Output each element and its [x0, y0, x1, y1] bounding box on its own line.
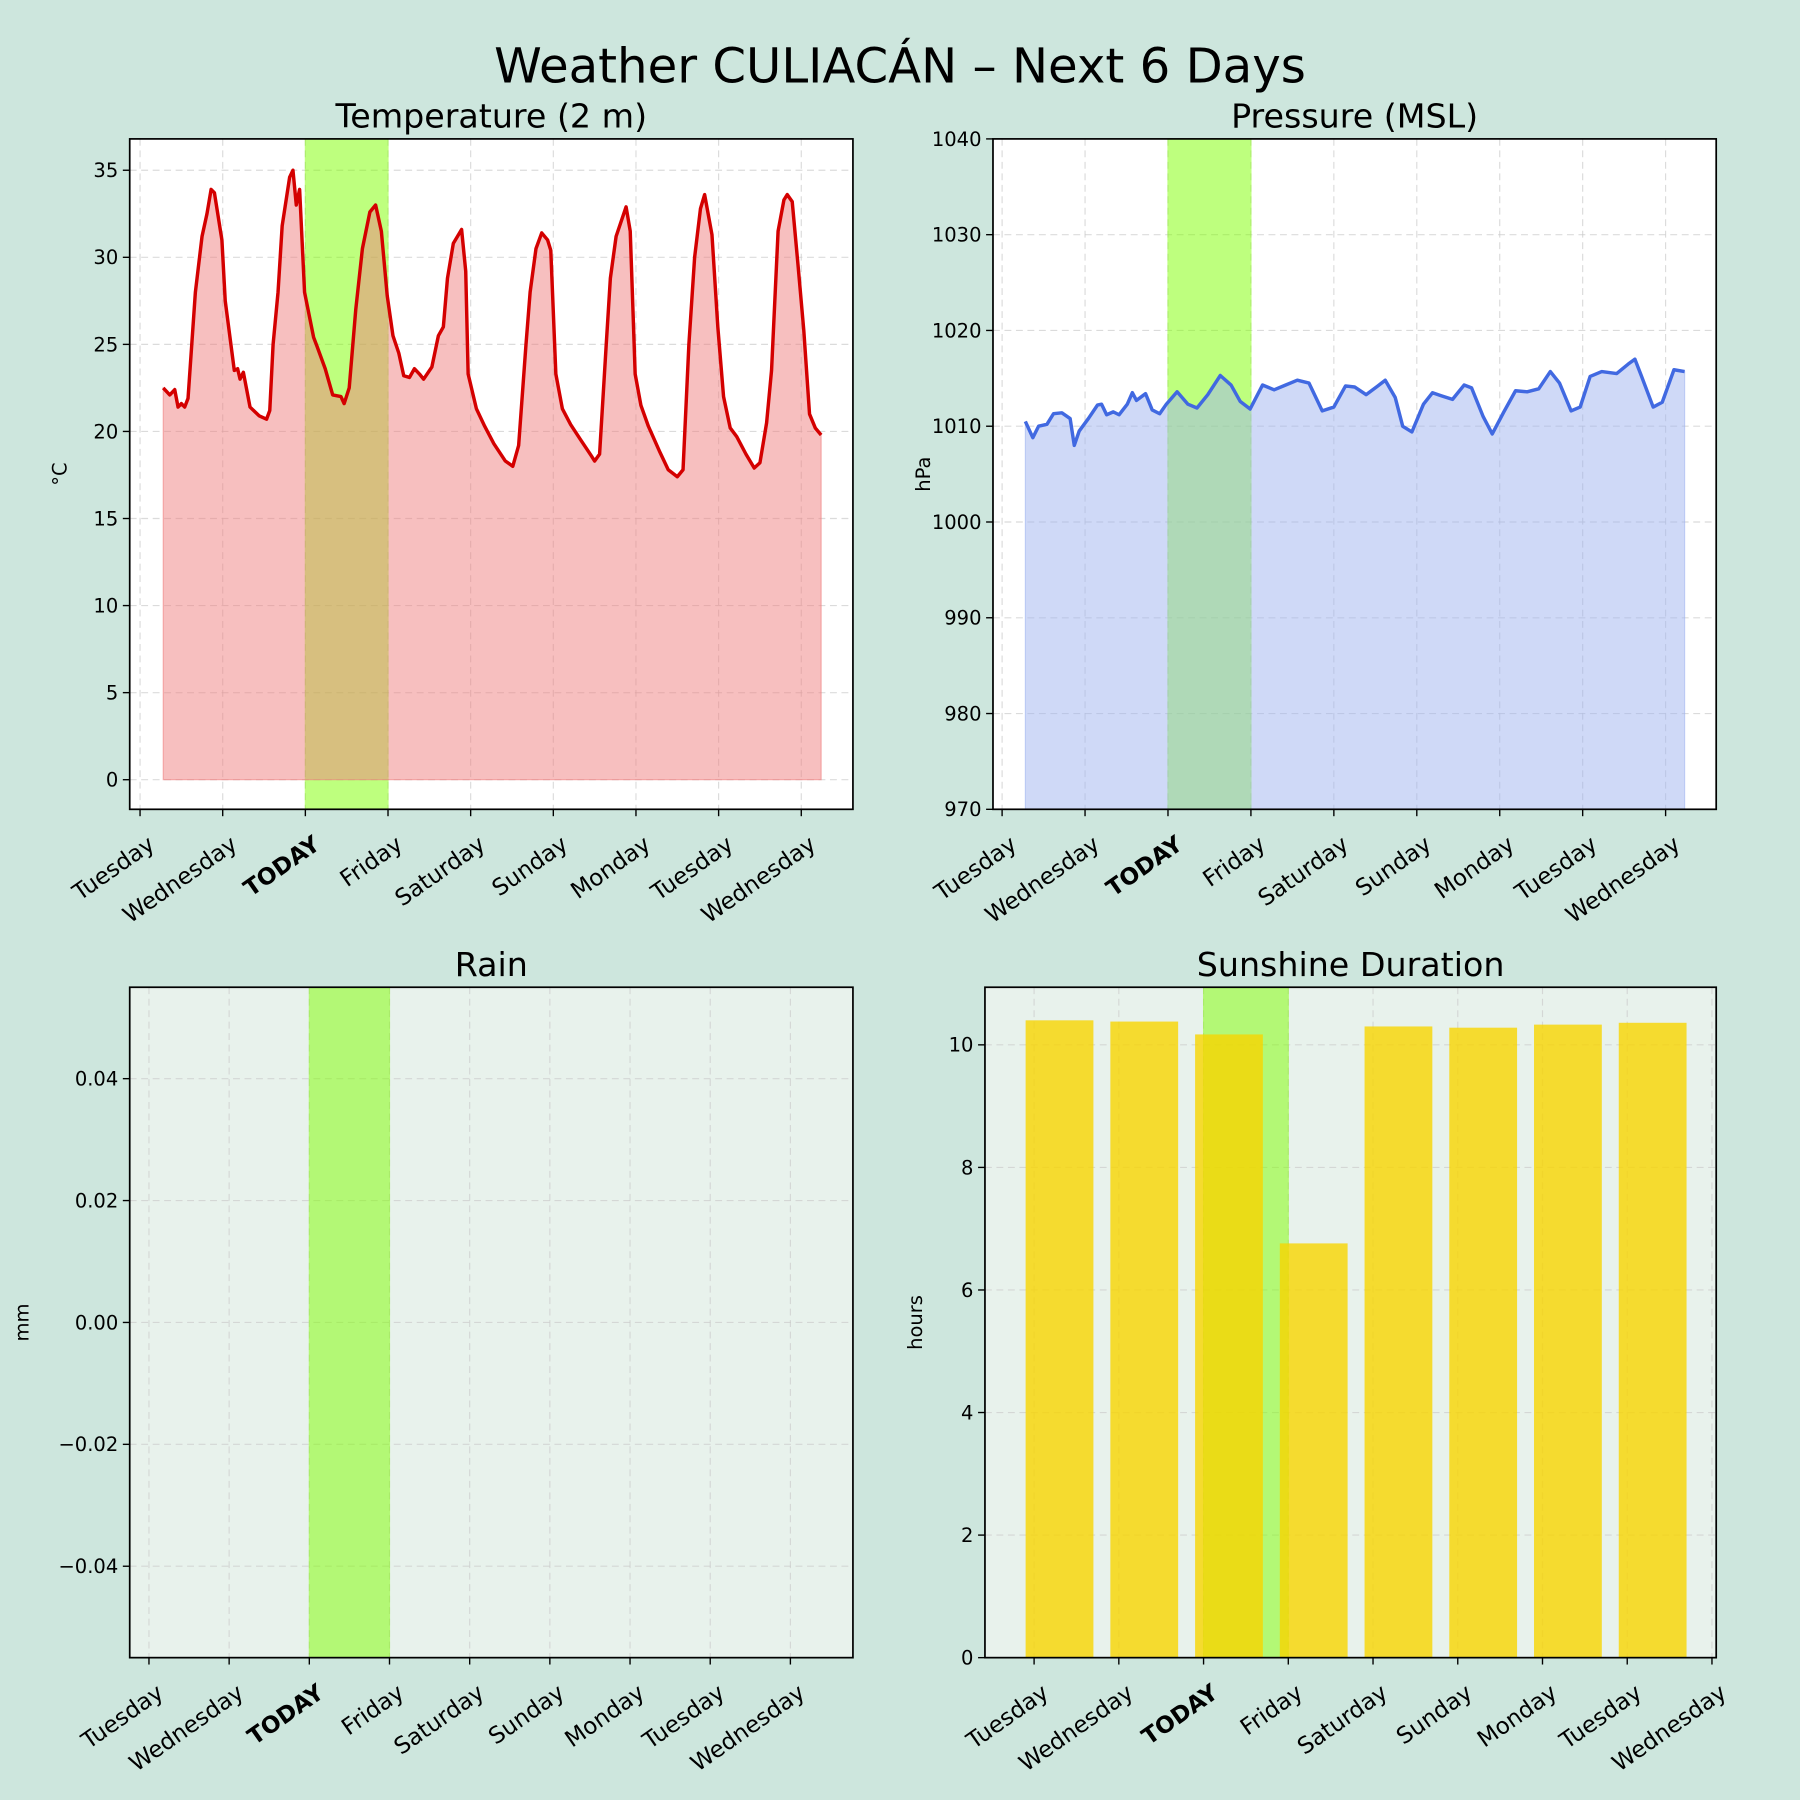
y-tick-label: 0.02	[75, 1189, 118, 1212]
panel-title: Rain	[455, 945, 528, 984]
y-tick-label: 980	[944, 702, 981, 725]
axes-frame	[128, 138, 854, 811]
panel-title: Pressure (MSL)	[1231, 96, 1478, 135]
y-tick-label: 25	[93, 333, 118, 356]
y-tick-label: 30	[93, 246, 118, 269]
sunshine-bar	[1025, 1020, 1094, 1658]
y-tick-label: 1040	[932, 128, 982, 151]
panel-title: Sunshine Duration	[1197, 945, 1505, 984]
sunshine-bar	[1279, 1243, 1348, 1658]
sunshine-bar	[1364, 1026, 1433, 1658]
y-tick-label: 0.00	[75, 1311, 118, 1334]
y-tick-label: 8	[961, 1156, 973, 1179]
y-tick-label: 970	[944, 798, 981, 821]
series-line	[1023, 357, 1685, 448]
y-tick-label: 15	[93, 507, 118, 530]
y-tick-label: 10	[949, 1034, 974, 1057]
y-tick-label: 35	[93, 159, 118, 182]
y-axis-label: °C	[49, 462, 72, 485]
y-axis-label: hours	[904, 1295, 927, 1350]
y-tick-label: 4	[961, 1401, 973, 1424]
panel-title: Temperature (2 m)	[335, 96, 648, 135]
sunshine-bar	[1534, 1024, 1602, 1658]
today-highlight-band	[308, 986, 391, 1659]
plot-area	[984, 987, 1717, 1658]
y-tick-label: 6	[961, 1279, 973, 1302]
y-tick-label: 990	[944, 607, 981, 630]
series-line	[161, 168, 823, 479]
y-tick-label: 20	[93, 420, 118, 443]
figure-title: Weather CULIACÁN – Next 6 Days	[494, 38, 1306, 95]
y-tick-label: −0.02	[58, 1433, 118, 1456]
y-tick-label: 1020	[932, 319, 982, 342]
y-tick-label: 10	[93, 594, 118, 617]
y-axis-label: hPa	[912, 457, 935, 492]
y-tick-label: 2	[961, 1524, 973, 1547]
y-tick-label: −0.04	[58, 1555, 118, 1578]
series-area	[1024, 358, 1686, 810]
y-tick-label: 0	[961, 1647, 973, 1670]
y-tick-label: 5	[106, 682, 118, 705]
sunshine-bar	[1449, 1027, 1518, 1658]
sunshine-bar	[1618, 1022, 1687, 1658]
axes-frame	[992, 138, 1718, 811]
pressure-panel: 97098099010001010102010301040TuesdayWedn…	[912, 96, 1718, 929]
y-tick-label: 1000	[932, 511, 982, 534]
y-tick-label: 0	[106, 769, 118, 792]
rain-panel: −0.04−0.020.000.020.04TuesdayWednesdayTO…	[11, 945, 854, 1777]
sunshine-bar	[1195, 1034, 1263, 1658]
y-axis-label: mm	[11, 1303, 34, 1341]
y-tick-label: 1030	[932, 224, 982, 247]
y-tick-label: 0.04	[75, 1068, 118, 1091]
y-tick-label: 1010	[932, 415, 982, 438]
sunshine-bar	[1110, 1021, 1179, 1658]
axes-frame	[984, 986, 1718, 1659]
